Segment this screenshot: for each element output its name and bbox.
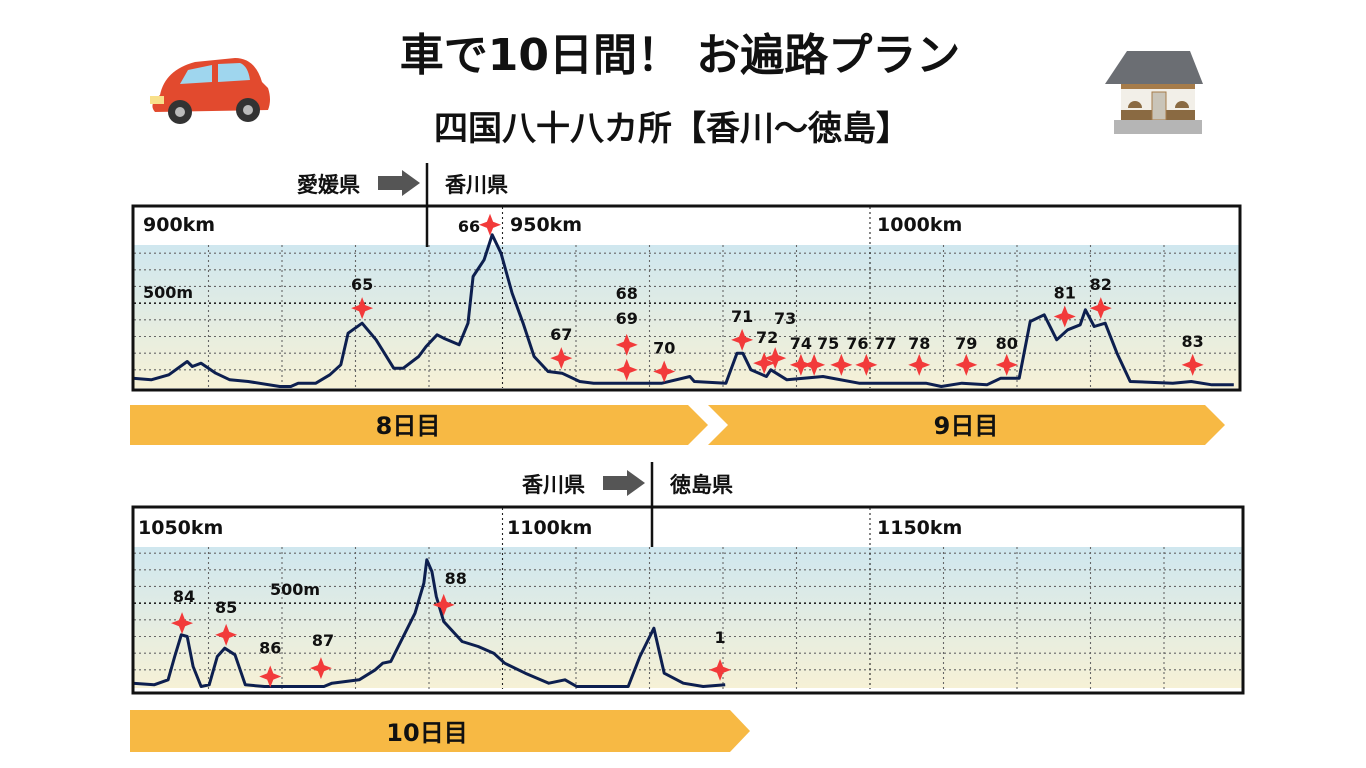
- temple-number-label: 75: [817, 334, 839, 353]
- temple-number-label: 77: [874, 334, 896, 353]
- temple-star-marker: [955, 353, 978, 376]
- temple-star-marker: [215, 623, 238, 646]
- y-tick-label: 500m: [270, 580, 320, 599]
- temple-building-icon: [1105, 51, 1203, 134]
- temple-number-label: 83: [1182, 332, 1204, 351]
- temple-markers: 84 85 86 87 88 1: [171, 569, 732, 688]
- temple-number-label: 65: [351, 275, 373, 294]
- temple-star-marker: [803, 353, 826, 376]
- day-banner-8: 8日目: [130, 405, 708, 445]
- day-banner-9: 9日目: [708, 405, 1225, 445]
- temple-number-label: 81: [1054, 283, 1076, 302]
- temple-number-label: 78: [908, 334, 930, 353]
- temple-star-marker: [1053, 305, 1076, 328]
- prefecture-from: 香川県: [522, 473, 585, 497]
- temple-star-marker: [259, 665, 282, 688]
- temple-star-marker: [830, 353, 853, 376]
- plot-background: [134, 547, 1242, 688]
- x-tick-label: 1000km: [877, 214, 962, 236]
- temple-star-marker: [309, 657, 332, 680]
- temple-number-label: 73: [774, 309, 796, 328]
- x-tick-label: 950km: [510, 214, 582, 236]
- temple-number-label: 80: [996, 334, 1018, 353]
- chart-border: [131, 204, 1242, 392]
- day-label: 10日目: [386, 719, 467, 747]
- prefecture-from: 愛媛県: [297, 173, 360, 197]
- temple-number-label: 74: [790, 334, 812, 353]
- temple-number-label: 85: [215, 598, 237, 617]
- prefecture-to: 香川県: [445, 173, 508, 197]
- temple-star-marker: [615, 358, 638, 381]
- temple-number-label: 69: [616, 309, 638, 328]
- temple-star-marker: [479, 213, 502, 236]
- temple-star-marker: [709, 658, 732, 681]
- temple-star-marker: [995, 353, 1018, 376]
- day-label: 9日目: [934, 412, 999, 440]
- elevation-chart-day10: 84 85 86 87 88 1 1050km 1100km 1150km 500m 香川…: [131, 462, 1245, 695]
- temple-number-label: 87: [312, 631, 334, 650]
- x-tick-label: 1050km: [138, 517, 223, 539]
- x-tick-label: 1150km: [877, 517, 962, 539]
- temple-star-marker: [653, 360, 676, 383]
- temple-star-marker: [432, 593, 455, 616]
- elevation-profile: [132, 233, 1234, 388]
- temple-star-marker: [764, 347, 787, 370]
- elevation-line: [132, 558, 726, 688]
- temple-star-marker: [1089, 297, 1112, 320]
- arrow-right-icon: [603, 470, 645, 496]
- red-car-icon: [150, 58, 270, 124]
- temple-star-marker: [789, 353, 812, 376]
- temple-star-marker: [908, 353, 931, 376]
- elevation-line: [132, 233, 1234, 388]
- page-subtitle: 四国八十八カ所【香川〜徳島】: [434, 109, 910, 149]
- temple-number-label: 82: [1090, 275, 1112, 294]
- day-banner-10: 10日目: [130, 710, 750, 752]
- temple-star-marker: [855, 353, 878, 376]
- temple-number-label: 70: [653, 338, 675, 357]
- temple-number-label: 71: [731, 307, 753, 326]
- temple-number-label: 76: [846, 334, 868, 353]
- temple-number-label: 1: [714, 628, 725, 647]
- y-tick-label: 500m: [143, 283, 193, 302]
- temple-star-marker: [615, 333, 638, 356]
- temple-number-label: 88: [445, 569, 467, 588]
- temple-star-marker: [753, 352, 776, 375]
- arrow-right-icon: [378, 170, 420, 196]
- day-label: 8日目: [376, 412, 441, 440]
- temple-star-marker: [171, 612, 194, 635]
- elevation-profile: [132, 558, 726, 688]
- temple-star-marker: [731, 328, 754, 351]
- temple-number-label: 79: [955, 334, 977, 353]
- temple-number-label: 84: [173, 587, 195, 606]
- x-tick-label: 900km: [143, 214, 215, 236]
- temple-number-label: 72: [756, 328, 778, 347]
- page-title: 車で10日間！ お遍路プラン: [400, 30, 961, 81]
- grid: [134, 508, 1242, 689]
- temple-star-marker: [1181, 353, 1204, 376]
- temple-number-label: 66: [458, 217, 480, 236]
- chart-border: [131, 505, 1245, 695]
- temple-number-label: 68: [616, 284, 638, 303]
- x-tick-label: 1100km: [507, 517, 592, 539]
- temple-number-label: 86: [259, 638, 281, 657]
- temple-number-label: 67: [550, 325, 572, 344]
- temple-star-marker: [351, 297, 374, 320]
- temple-star-marker: [550, 347, 573, 370]
- prefecture-to: 徳島県: [669, 473, 733, 497]
